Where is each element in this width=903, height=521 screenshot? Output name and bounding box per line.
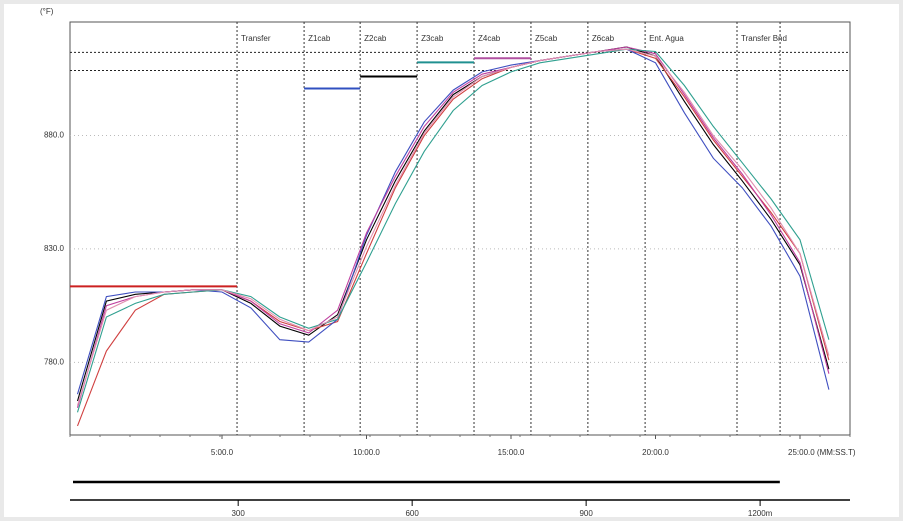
- y-tick-label: 830.0: [44, 244, 65, 253]
- zone-label: Transfer Bnd: [741, 34, 787, 43]
- x-tick-label: 25:00.0 (MM:SS.T): [788, 448, 856, 457]
- x-tick-label: 15:00.0: [498, 448, 525, 457]
- x-tick-label: 10:00.0: [353, 448, 380, 457]
- y-axis-label: (°F): [40, 7, 54, 16]
- x-tick-label: 20:00.0: [642, 448, 669, 457]
- zone-label: Transfer: [241, 34, 271, 43]
- zone-label: Z2cab: [364, 34, 387, 43]
- series-line: [76, 48, 830, 406]
- zone-label: Z1cab: [308, 34, 331, 43]
- y-tick-label: 880.0: [44, 131, 65, 140]
- x-tick-label: 5:00.0: [211, 448, 234, 457]
- zone-label: Ent. Agua: [649, 34, 684, 43]
- y-tick-label: 780.0: [44, 357, 65, 366]
- series-line: [76, 48, 830, 395]
- x2-tick-label: 600: [405, 509, 419, 518]
- series-line: [76, 48, 830, 413]
- zone-label: Z5cab: [535, 34, 558, 43]
- panel: [4, 4, 899, 517]
- x2-tick-label: 1200m: [748, 509, 773, 518]
- zone-label: Z3cab: [421, 34, 444, 43]
- x2-tick-label: 300: [231, 509, 245, 518]
- zone-label: Z6cab: [592, 34, 615, 43]
- zone-label: Z4cab: [478, 34, 501, 43]
- x2-tick-label: 900: [579, 509, 593, 518]
